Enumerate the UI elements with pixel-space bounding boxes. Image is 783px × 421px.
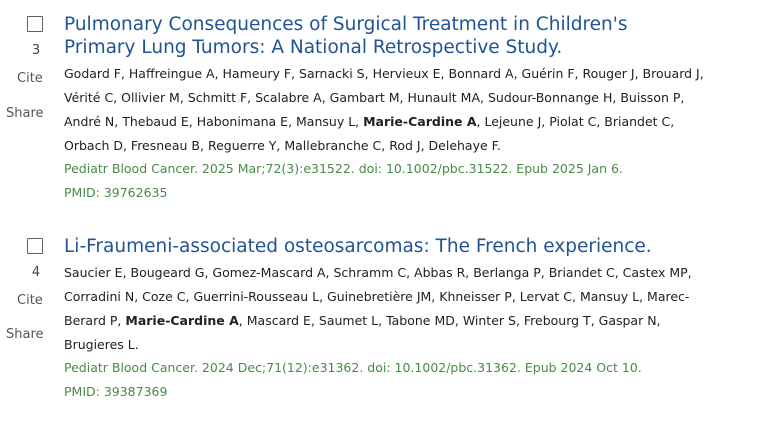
- cite-button[interactable]: Cite: [17, 71, 43, 86]
- result-select-checkbox[interactable]: [27, 16, 43, 32]
- journal-citation: Pediatr Blood Cancer. 2025 Mar;72(3):e31…: [64, 161, 623, 176]
- authors-text: Saucier E, Bougeard G, Gomez-Mascard A, …: [64, 265, 692, 328]
- pmid: PMID: 39387369: [64, 384, 168, 399]
- share-button[interactable]: Share: [6, 327, 44, 342]
- result-authors: Godard F, Haffreingue A, Hameury F, Sarn…: [64, 62, 719, 158]
- result-number: 3: [31, 43, 41, 58]
- authors-text: Godard F, Haffreingue A, Hameury F, Sarn…: [64, 66, 704, 129]
- result-title-link[interactable]: Pulmonary Consequences of Surgical Treat…: [64, 14, 628, 58]
- cite-button[interactable]: Cite: [17, 293, 43, 308]
- pmid: PMID: 39762635: [64, 185, 168, 200]
- authors-text: , Mascard E, Saumet L, Tabone MD, Winter…: [64, 313, 661, 352]
- share-button[interactable]: Share: [6, 106, 44, 121]
- authors-highlight: Marie-Cardine A: [363, 114, 477, 129]
- authors-highlight: Marie-Cardine A: [125, 313, 239, 328]
- result-select-checkbox[interactable]: [27, 238, 43, 254]
- journal-citation: Pediatr Blood Cancer. 2024 Dec;71(12):e3…: [64, 360, 642, 375]
- result-number: 4: [31, 265, 41, 280]
- authors-text: , Lejeune J, Piolat C, Briandet C, Orbac…: [64, 114, 675, 153]
- result-title-link[interactable]: Li-Fraumeni-associated osteosarcomas: Th…: [64, 236, 652, 257]
- result-authors: Saucier E, Bougeard G, Gomez-Mascard A, …: [64, 261, 719, 357]
